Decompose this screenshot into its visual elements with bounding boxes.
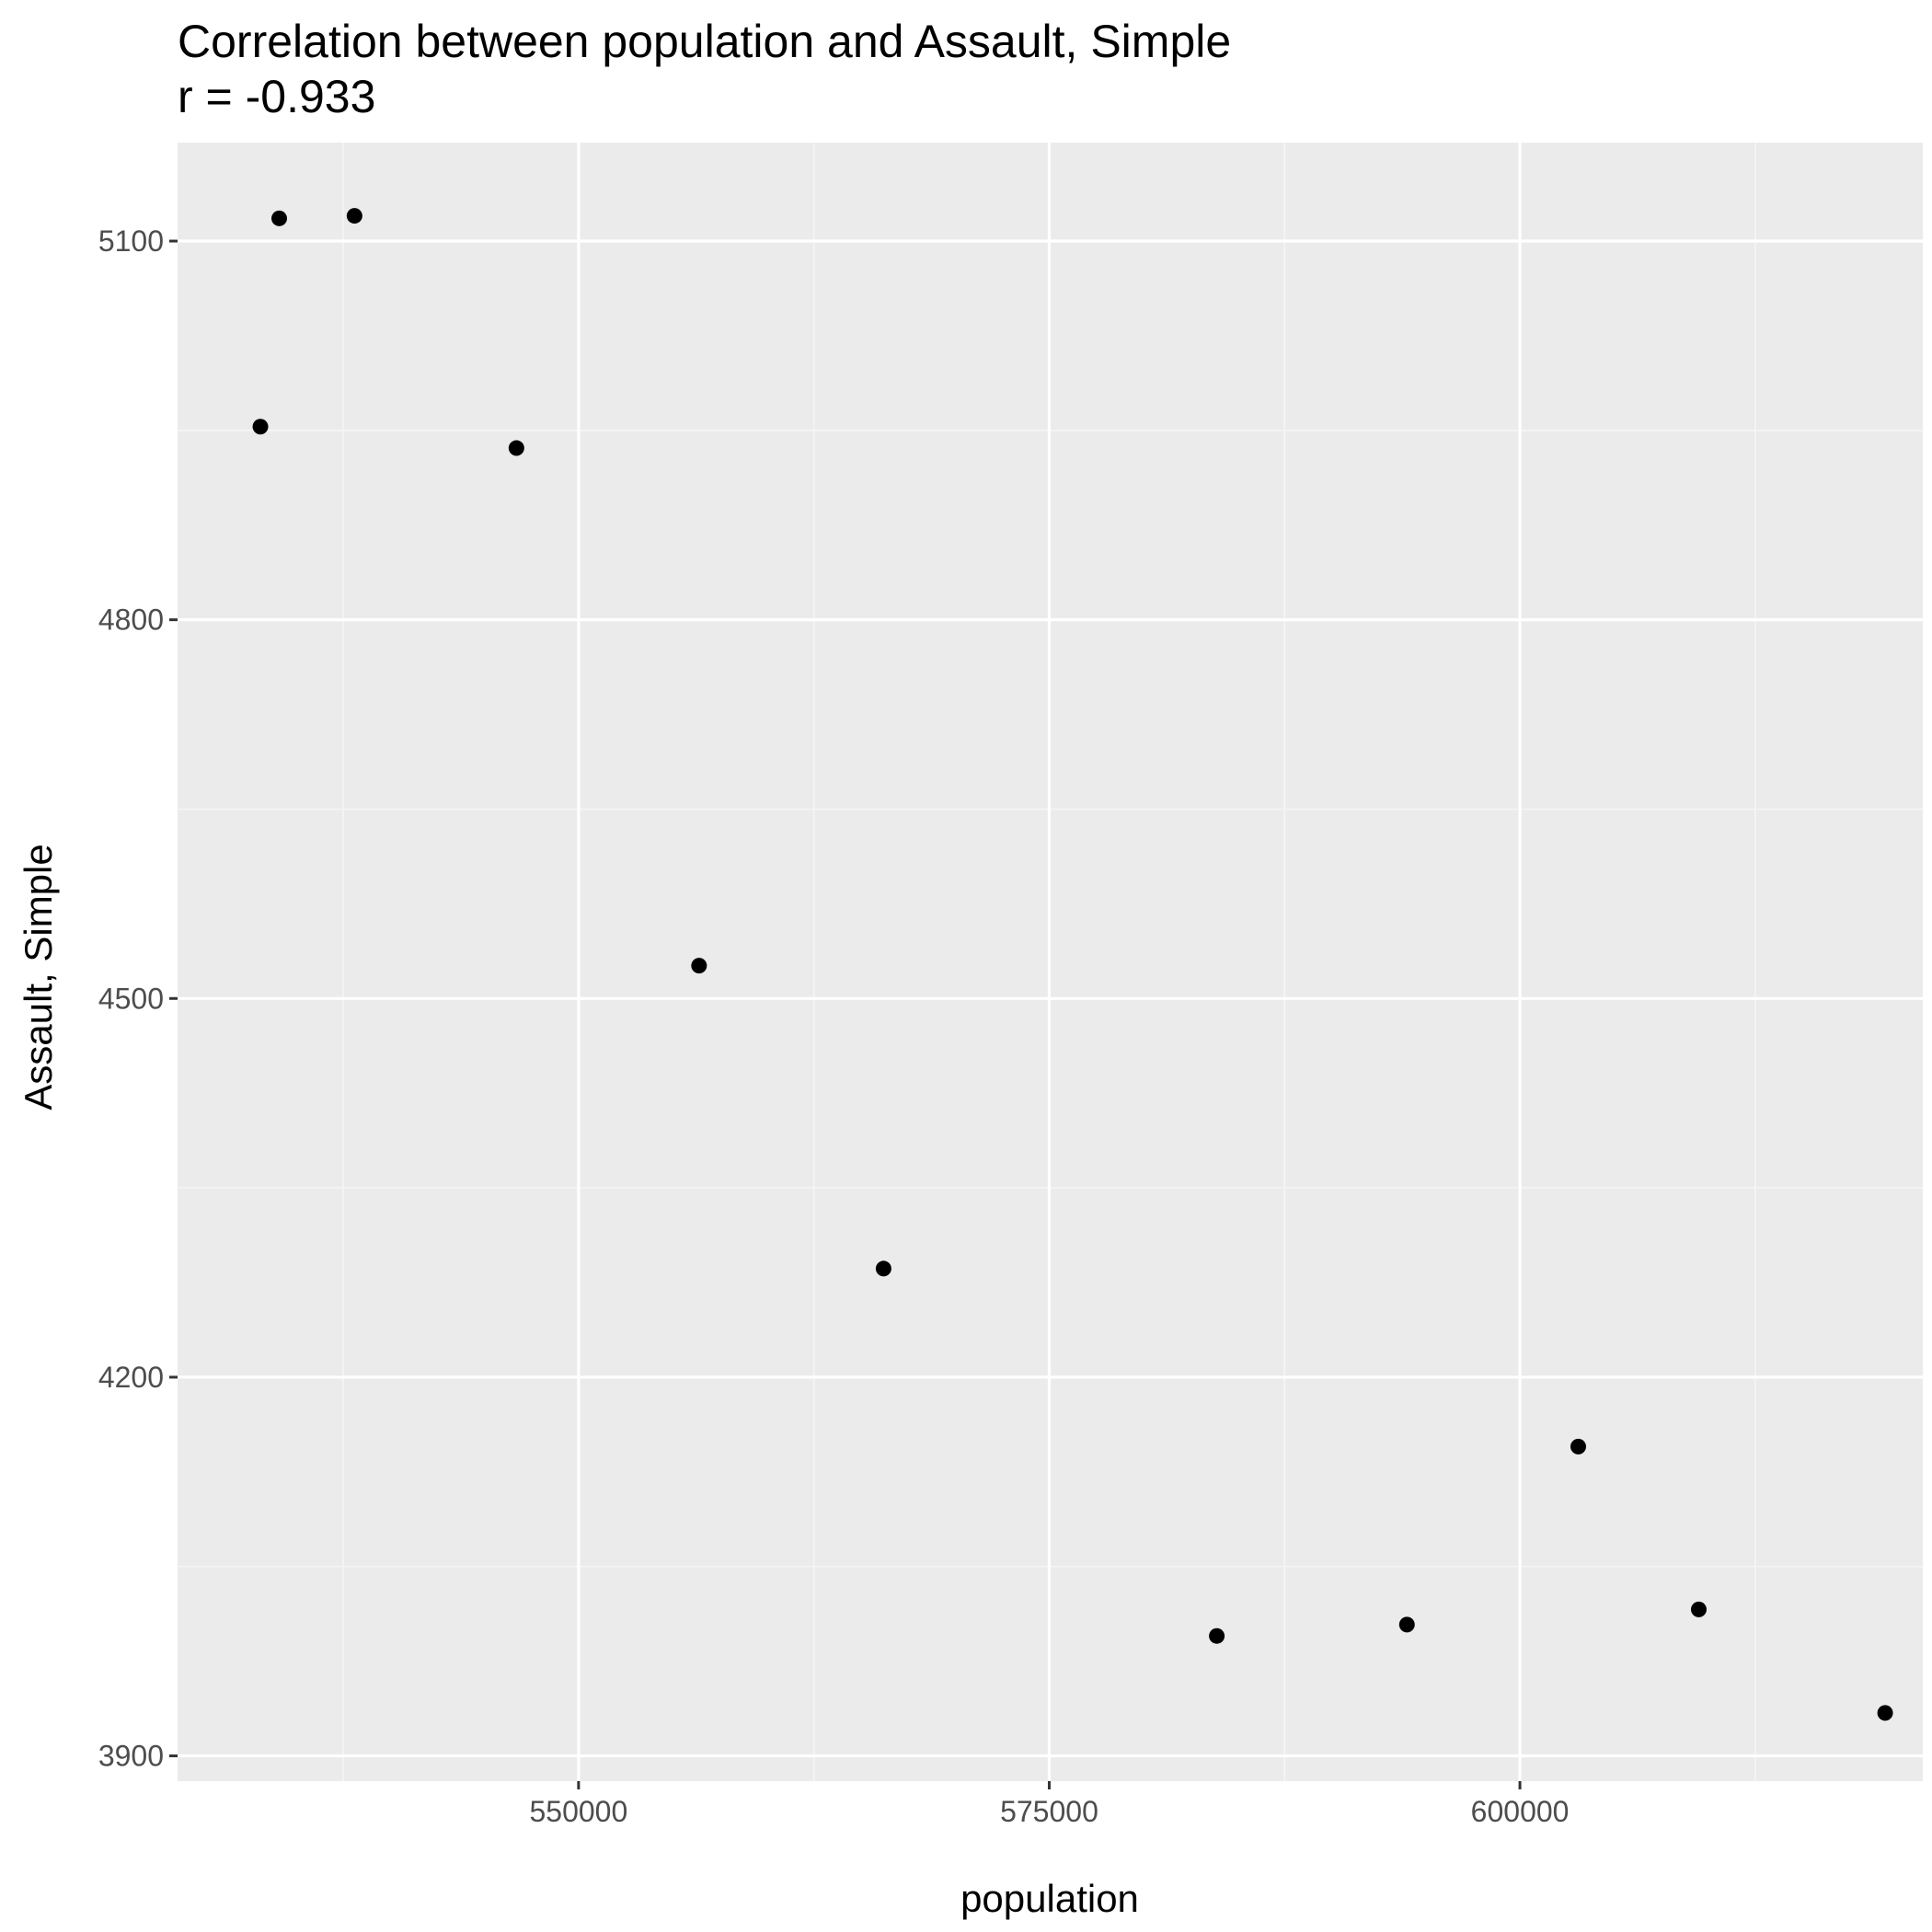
x-axis-title: population bbox=[960, 1877, 1139, 1920]
data-point bbox=[875, 1260, 891, 1277]
data-point bbox=[691, 958, 707, 974]
x-tick-label: 600000 bbox=[1471, 1795, 1570, 1828]
data-point bbox=[1570, 1438, 1587, 1455]
y-tick-label: 3900 bbox=[98, 1740, 164, 1773]
y-tick-label: 4800 bbox=[98, 604, 164, 637]
y-tick-label: 4200 bbox=[98, 1361, 164, 1394]
data-point bbox=[1690, 1601, 1707, 1617]
data-point bbox=[508, 440, 524, 456]
x-tick-label: 575000 bbox=[1000, 1795, 1098, 1828]
x-tick-label: 550000 bbox=[529, 1795, 627, 1828]
chart-title: Correlation between population and Assau… bbox=[178, 16, 1231, 67]
plot-area: 550000 575000 600000 3900 4200 4500 4800 5100 bbox=[98, 143, 1923, 1828]
data-point bbox=[346, 208, 362, 224]
chart-subtitle: r = -0.933 bbox=[178, 71, 375, 122]
data-point bbox=[252, 419, 269, 435]
data-point bbox=[1398, 1616, 1415, 1633]
y-axis-title: Assault, Simple bbox=[17, 844, 60, 1110]
y-tick-label: 4500 bbox=[98, 982, 164, 1015]
y-tick-label: 5100 bbox=[98, 224, 164, 258]
data-point bbox=[1209, 1627, 1225, 1644]
data-point bbox=[271, 210, 288, 226]
data-point bbox=[1877, 1705, 1893, 1721]
